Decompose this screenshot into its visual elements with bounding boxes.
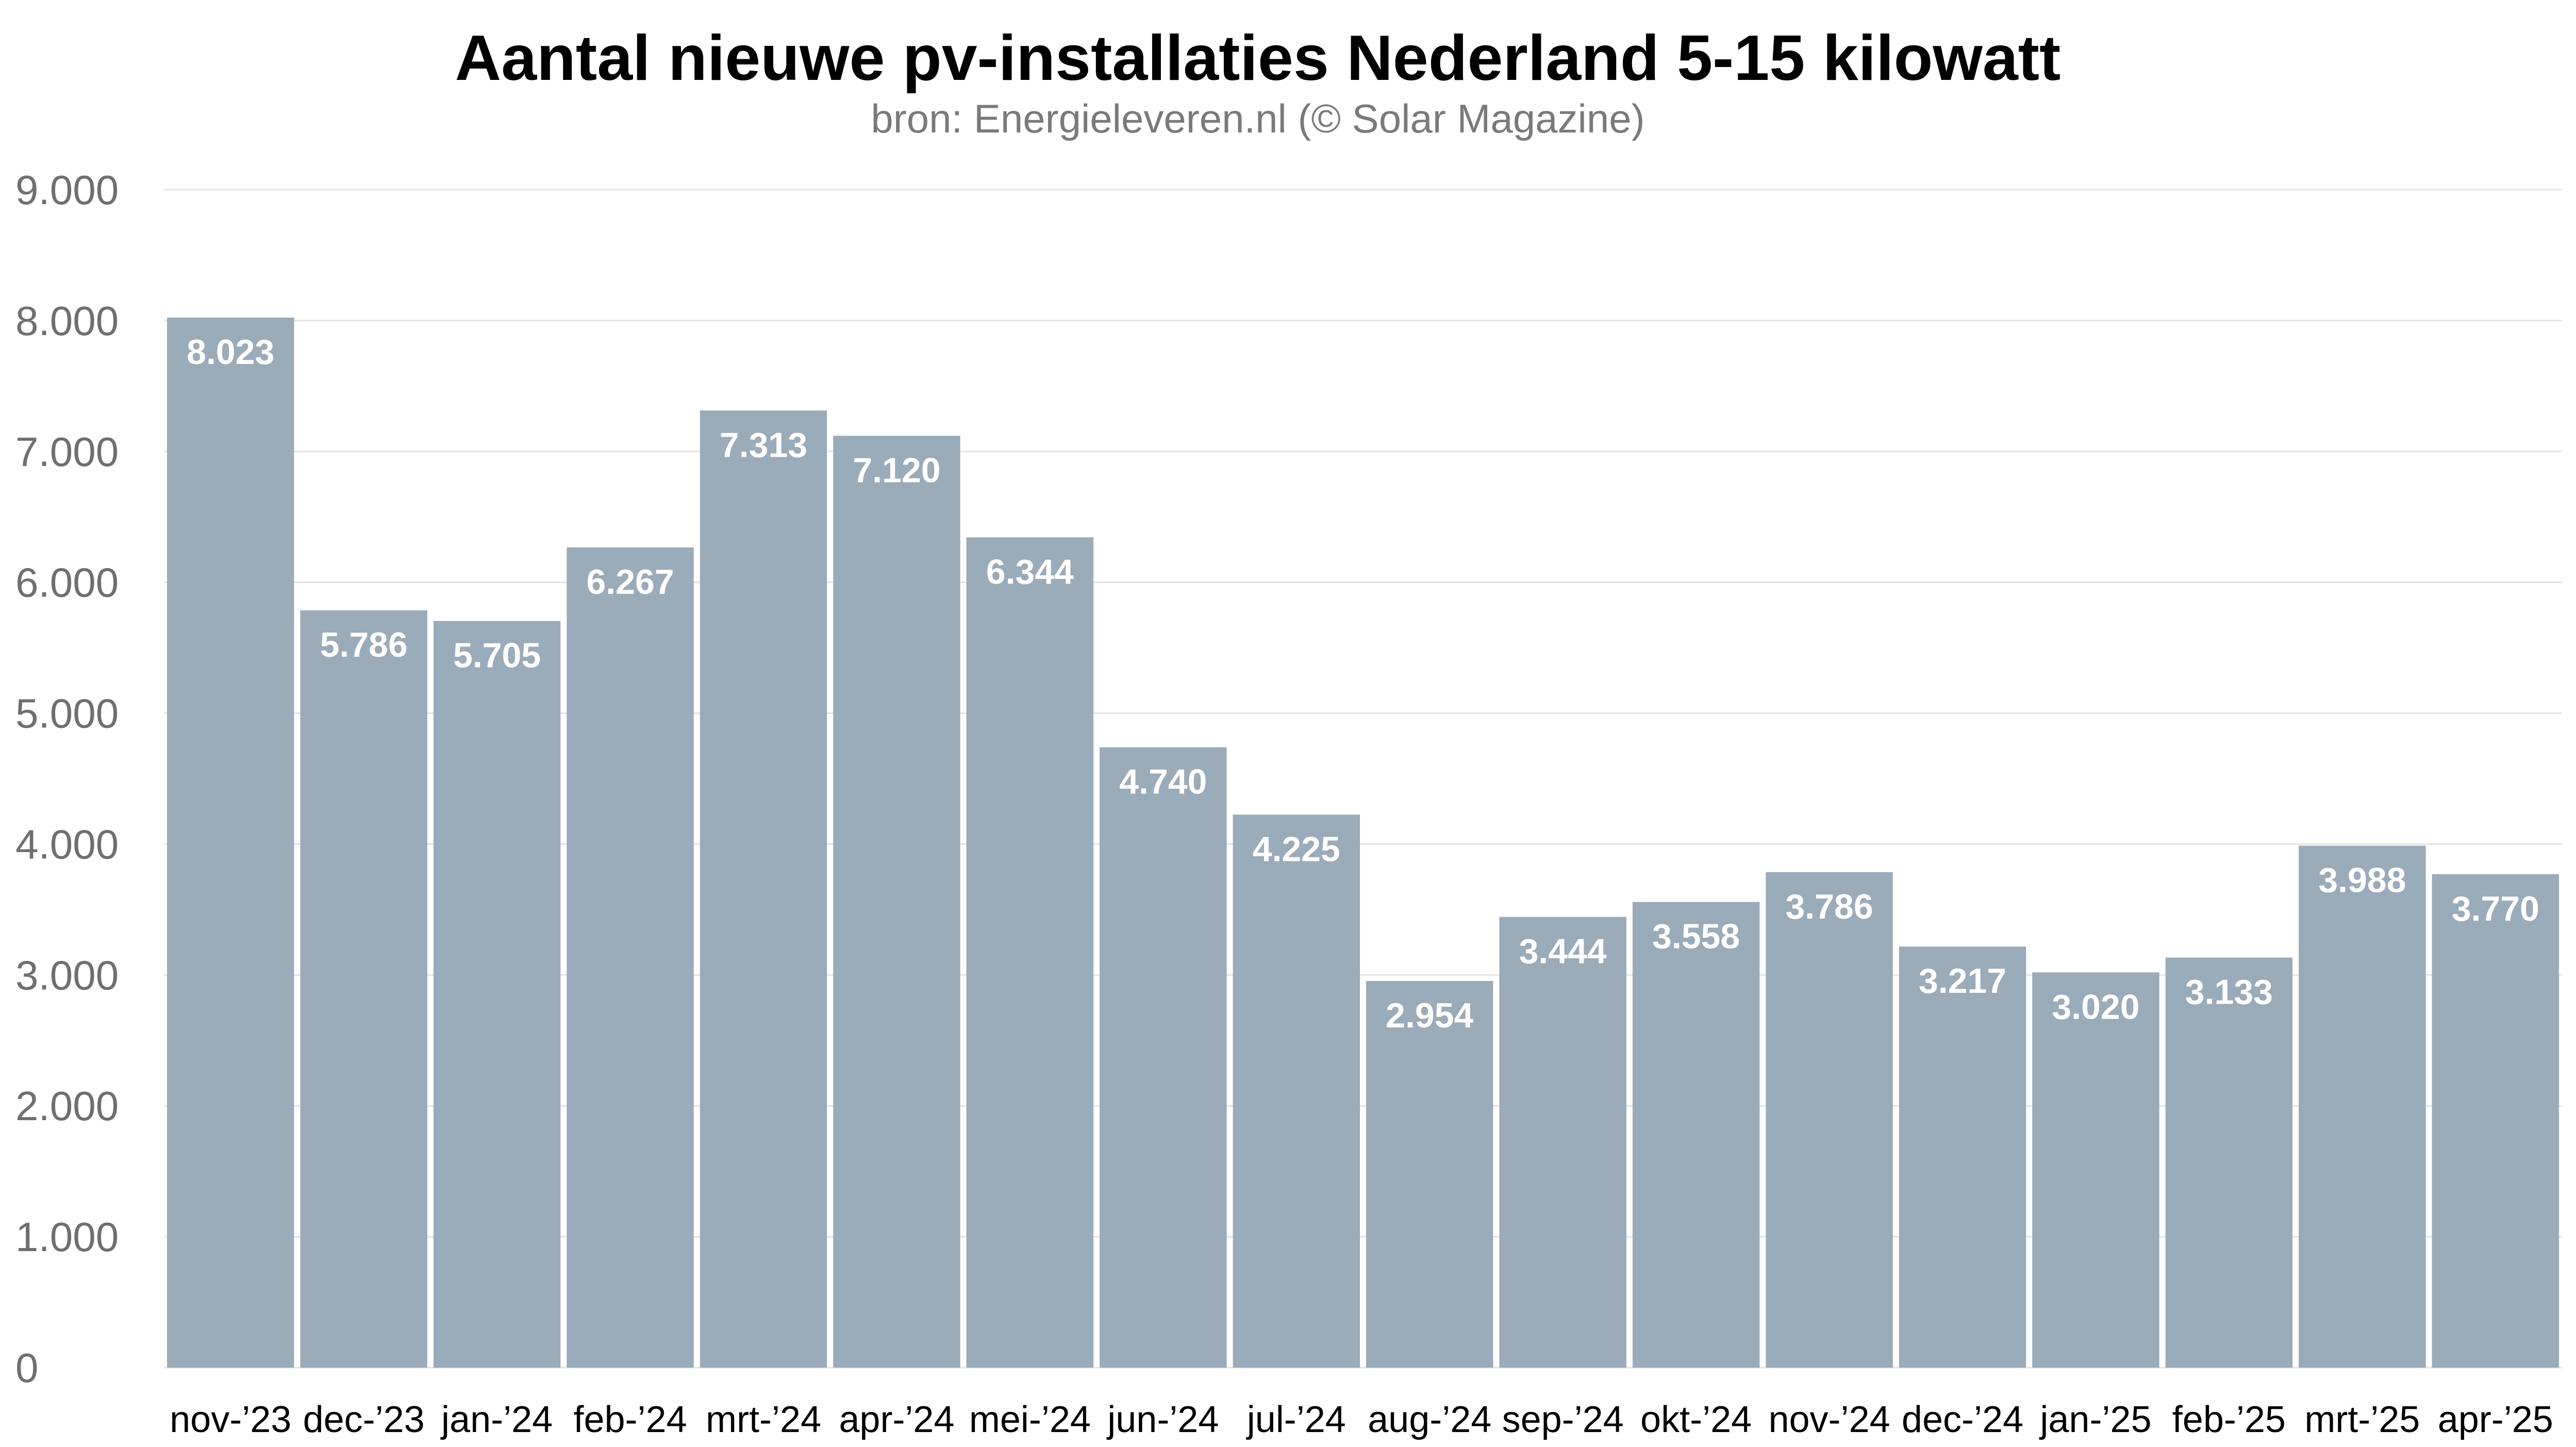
x-tick-label: aug-’24 (1368, 1399, 1491, 1440)
y-tick-label: 8.000 (15, 298, 119, 344)
bar (2432, 874, 2559, 1368)
bar (1100, 747, 1227, 1368)
bar (167, 318, 294, 1368)
data-label: 3.558 (1652, 917, 1740, 956)
data-label: 4.225 (1253, 829, 1340, 869)
bar (1499, 917, 1626, 1368)
bar (966, 537, 1094, 1368)
x-tick-label: jan-’24 (440, 1399, 553, 1440)
x-tick-label: okt-’24 (1640, 1399, 1752, 1440)
data-label: 3.444 (1519, 932, 1607, 971)
x-tick-label: jul-’24 (1246, 1399, 1346, 1440)
y-tick-label: 9.000 (15, 167, 119, 213)
bar (1366, 981, 1493, 1368)
chart-title: Aantal nieuwe pv-installaties Nederland … (455, 23, 2061, 94)
data-label: 5.786 (320, 625, 408, 664)
x-tick-label: nov-’24 (1768, 1399, 1890, 1440)
y-tick-label: 3.000 (15, 952, 119, 998)
bar (2032, 972, 2159, 1368)
x-tick-label: mrt-’24 (706, 1399, 821, 1440)
data-label: 3.988 (2318, 860, 2406, 900)
bar (833, 436, 960, 1368)
bar (1632, 902, 1760, 1368)
data-label: 3.770 (2452, 889, 2539, 928)
y-tick-label: 0 (15, 1345, 39, 1391)
y-tick-label: 6.000 (15, 560, 119, 606)
data-label: 3.786 (1785, 887, 1873, 926)
data-label: 2.954 (1386, 996, 1473, 1035)
data-label: 3.133 (2185, 973, 2273, 1012)
x-axis-ticks: nov-’23 dec-’23 jan-’24 feb-’24 mrt-’24 apr-’… (170, 1399, 2553, 1440)
y-tick-label: 2.000 (15, 1083, 119, 1129)
y-tick-label: 4.000 (15, 821, 119, 867)
bar (433, 621, 561, 1368)
x-tick-label: feb-’24 (573, 1399, 687, 1440)
bar (1899, 946, 2026, 1368)
data-label: 3.217 (1919, 961, 2006, 1001)
x-tick-label: jan-’25 (2039, 1399, 2151, 1440)
data-label: 7.313 (720, 425, 807, 464)
bar (567, 547, 694, 1368)
bar (1766, 872, 1893, 1368)
gridlines (164, 189, 2562, 1369)
chart-subtitle: bron: Energieleveren.nl (© Solar Magazin… (871, 96, 1645, 141)
data-label: 6.267 (586, 562, 674, 602)
bar (700, 410, 827, 1368)
x-tick-label: dec-’23 (303, 1399, 425, 1440)
data-label: 5.705 (453, 636, 541, 675)
bar (2299, 845, 2426, 1368)
data-label: 8.023 (187, 332, 274, 372)
y-axis-ticks: 0 1.000 2.000 3.000 4.000 5.000 6.000 7.000 8.00… (15, 167, 119, 1391)
x-tick-label: feb-’25 (2172, 1399, 2286, 1440)
y-tick-label: 7.000 (15, 429, 119, 475)
bar (300, 610, 427, 1368)
x-tick-label: sep-’24 (1502, 1399, 1624, 1440)
y-tick-label: 5.000 (15, 691, 119, 737)
x-tick-label: mei-’24 (969, 1399, 1091, 1440)
data-label: 6.344 (986, 552, 1074, 591)
data-labels: 8.023 5.786 5.705 6.267 7.313 7.120 6.344 4.740… (187, 332, 2539, 1035)
data-label: 4.740 (1119, 762, 1207, 802)
x-tick-label: mrt-’25 (2304, 1399, 2420, 1440)
x-tick-label: nov-’23 (170, 1399, 291, 1440)
bar (1233, 814, 1360, 1368)
x-tick-label: apr-’25 (2438, 1399, 2553, 1440)
x-tick-label: jun-’24 (1106, 1399, 1219, 1440)
bars (167, 318, 2559, 1368)
x-tick-label: apr-’24 (839, 1399, 954, 1440)
y-tick-label: 1.000 (15, 1214, 119, 1260)
bar (2165, 957, 2293, 1368)
data-label: 7.120 (853, 451, 940, 490)
data-label: 3.020 (2052, 987, 2139, 1026)
x-tick-label: dec-’24 (1902, 1399, 2023, 1440)
